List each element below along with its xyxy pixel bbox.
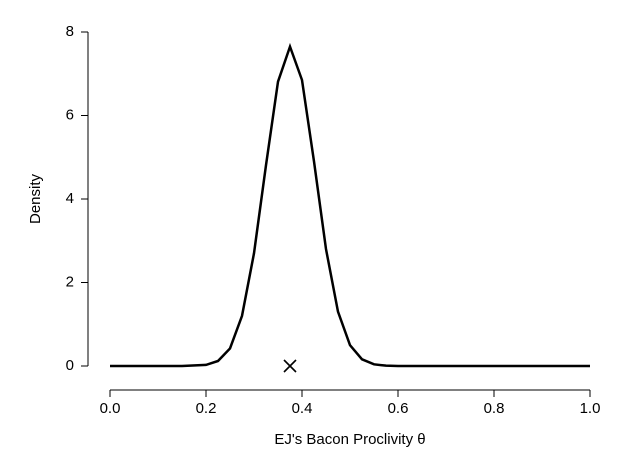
y-tick-label: 4 [66, 190, 74, 207]
x-tick-label: 1.0 [580, 400, 601, 417]
y-axis-label: Density [27, 173, 44, 224]
x-tick-label: 0.4 [292, 400, 313, 417]
density-line [110, 42, 590, 368]
x-tick-label: 0.8 [484, 400, 505, 417]
x-tick-label: 0.2 [196, 400, 217, 417]
x-tick-label: 0.0 [100, 400, 121, 417]
marker-cross [283, 359, 297, 373]
y-tick-label: 0 [66, 357, 74, 374]
y-tick-label: 6 [66, 106, 74, 123]
x-axis-label: EJ's Bacon Proclivity θ [274, 431, 425, 448]
x-tick-label: 0.6 [388, 400, 409, 417]
y-tick-label: 8 [66, 23, 74, 40]
y-tick-label: 2 [66, 273, 74, 290]
